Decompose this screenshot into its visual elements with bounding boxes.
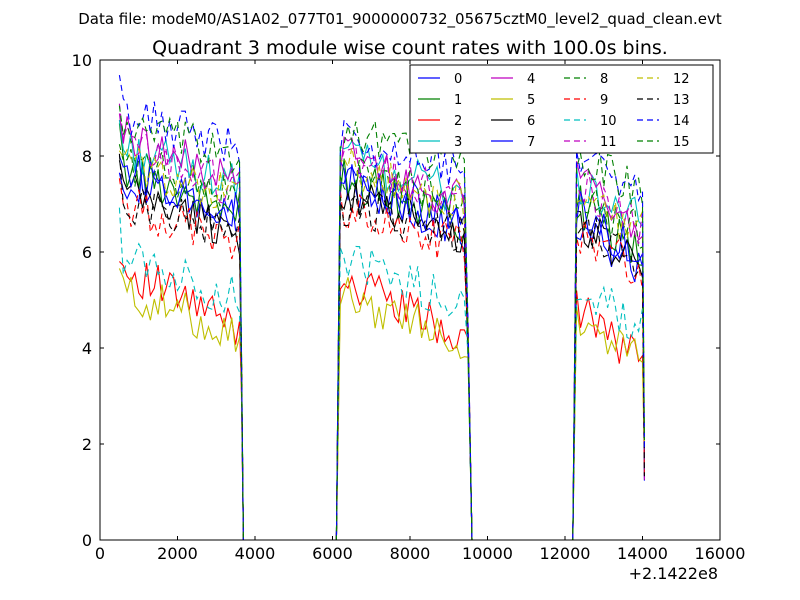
legend-label: 8 (600, 72, 608, 87)
x-tick-label: 4000 (235, 544, 276, 563)
y-tick-label: 8 (82, 147, 92, 166)
y-tick-label: 6 (82, 243, 92, 262)
series-line-12 (118, 147, 645, 540)
legend-label: 7 (527, 135, 535, 150)
series-line-11 (118, 103, 645, 540)
y-tick-label: 4 (82, 339, 92, 358)
series-line-6 (118, 160, 645, 540)
series-line-10 (118, 207, 645, 540)
legend-label: 2 (454, 114, 462, 129)
legend-label: 15 (673, 135, 690, 150)
x-tick-label: 14000 (617, 544, 668, 563)
series-line-2 (119, 261, 645, 540)
series-line-15 (118, 105, 645, 540)
legend-label: 9 (600, 93, 608, 108)
legend-label: 5 (527, 93, 535, 108)
series-line-5 (118, 268, 645, 540)
x-tick-label: 16000 (695, 544, 746, 563)
series-line-13 (118, 153, 645, 540)
x-tick-label: 10000 (462, 544, 513, 563)
x-tick-label: 0 (95, 544, 105, 563)
x-offset-text: +2.1422e8 (629, 564, 718, 583)
legend-frame (409, 64, 714, 154)
y-tick-label: 10 (72, 51, 92, 70)
legend-label: 14 (673, 114, 690, 129)
legend-label: 4 (527, 72, 535, 87)
series-line-14 (118, 75, 645, 540)
y-tick-label: 2 (82, 435, 92, 454)
ticks-layer: 0 2000 4000 6000 8000 10000 12000 14000 16000 0 2 4… (72, 51, 746, 563)
legend-label: 3 (454, 135, 462, 150)
legend-label: 1 (454, 93, 462, 108)
chart-title: Quadrant 3 module wise count rates with … (152, 37, 668, 59)
x-tick-label: 12000 (540, 544, 591, 563)
x-tick-label: 6000 (312, 544, 353, 563)
series-line-9 (118, 178, 645, 540)
legend-label: 6 (527, 114, 535, 129)
chart-suptitle: Data file: modeM0/AS1A02_077T01_90000007… (78, 10, 722, 29)
legend-label: 11 (600, 135, 617, 150)
legend-label: 13 (673, 93, 690, 108)
series-line-7 (118, 154, 645, 540)
x-tick-label: 8000 (390, 544, 431, 563)
legend-label: 12 (673, 72, 690, 87)
legend-label: 0 (454, 72, 462, 87)
y-tick-label: 0 (82, 531, 92, 550)
series-line-0 (118, 160, 645, 540)
legend-label: 10 (600, 114, 617, 129)
x-tick-label: 2000 (157, 544, 198, 563)
series-layer (118, 75, 645, 540)
